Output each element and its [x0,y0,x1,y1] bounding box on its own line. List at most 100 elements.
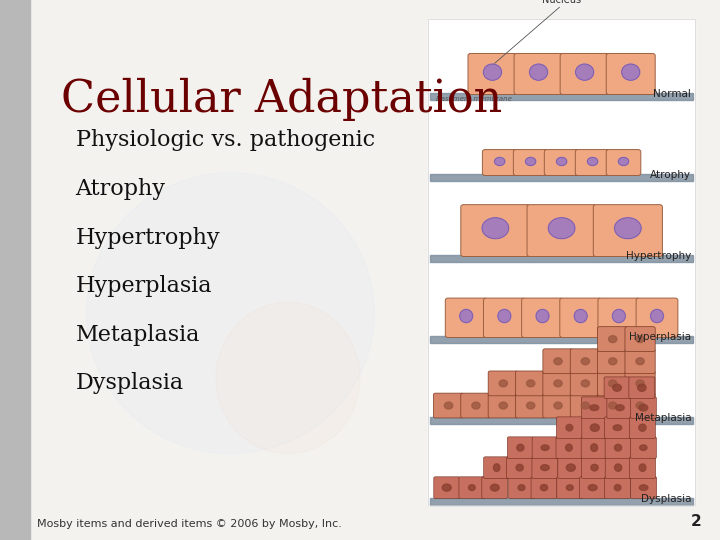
Ellipse shape [590,424,599,431]
Ellipse shape [526,380,535,387]
Ellipse shape [575,309,588,323]
FancyBboxPatch shape [631,477,657,498]
FancyBboxPatch shape [570,393,600,418]
Ellipse shape [209,200,338,319]
Ellipse shape [608,402,617,409]
Bar [430,93,693,100]
Ellipse shape [590,405,599,410]
FancyBboxPatch shape [580,477,606,498]
FancyBboxPatch shape [482,150,517,176]
Ellipse shape [588,157,598,166]
Ellipse shape [639,445,647,450]
Text: Metaplasia: Metaplasia [634,413,691,423]
Ellipse shape [490,484,499,491]
Bar [430,417,693,424]
Text: Nucleus: Nucleus [542,0,581,5]
FancyBboxPatch shape [516,371,546,396]
Ellipse shape [529,64,548,80]
FancyBboxPatch shape [459,477,485,498]
Ellipse shape [639,424,646,431]
FancyBboxPatch shape [445,298,487,338]
Text: Metaplasia: Metaplasia [76,324,200,346]
FancyBboxPatch shape [507,457,533,478]
FancyBboxPatch shape [532,457,558,478]
FancyBboxPatch shape [560,298,602,338]
Ellipse shape [94,205,367,464]
Ellipse shape [554,358,562,365]
FancyBboxPatch shape [532,437,558,458]
Text: Basement membrane: Basement membrane [436,96,511,102]
Ellipse shape [638,384,646,392]
FancyBboxPatch shape [606,150,641,176]
Ellipse shape [499,402,508,409]
FancyBboxPatch shape [461,393,491,418]
Text: Atrophy: Atrophy [76,178,166,200]
FancyBboxPatch shape [630,437,656,458]
Bar [0,0,30,540]
FancyBboxPatch shape [636,298,678,338]
Text: Hypertrophy: Hypertrophy [76,227,220,248]
Ellipse shape [442,484,451,491]
FancyBboxPatch shape [582,417,608,438]
FancyBboxPatch shape [433,393,464,418]
Ellipse shape [608,336,617,342]
Bar [428,19,695,505]
Ellipse shape [567,485,573,490]
Bar [428,19,695,505]
FancyBboxPatch shape [625,371,655,396]
Ellipse shape [526,402,535,409]
FancyBboxPatch shape [598,298,640,338]
Ellipse shape [216,302,360,454]
Ellipse shape [614,444,621,451]
Text: Atrophy: Atrophy [650,170,691,180]
FancyBboxPatch shape [606,53,655,94]
FancyBboxPatch shape [468,53,517,94]
Text: Mosby items and derived items © 2006 by Mosby, Inc.: Mosby items and derived items © 2006 by … [37,519,342,529]
FancyBboxPatch shape [598,349,628,374]
Ellipse shape [566,444,572,451]
FancyBboxPatch shape [482,477,508,498]
FancyBboxPatch shape [598,371,628,396]
FancyBboxPatch shape [598,393,628,418]
Ellipse shape [575,64,594,80]
Ellipse shape [499,380,508,387]
FancyBboxPatch shape [581,437,607,458]
Ellipse shape [615,218,641,239]
Ellipse shape [581,380,590,387]
Ellipse shape [581,358,590,365]
FancyBboxPatch shape [604,377,630,399]
Ellipse shape [621,64,640,80]
Text: Hyperplasia: Hyperplasia [629,332,691,342]
Text: Physiologic vs. pathogenic: Physiologic vs. pathogenic [76,130,374,151]
Ellipse shape [541,465,549,470]
Ellipse shape [498,309,511,323]
Ellipse shape [581,402,590,409]
Ellipse shape [608,380,617,387]
Ellipse shape [588,484,597,491]
FancyBboxPatch shape [513,150,548,176]
Bar [430,174,693,181]
Text: Normal: Normal [653,89,691,99]
Bar [430,255,693,262]
FancyBboxPatch shape [531,477,557,498]
Bar [430,336,693,343]
Ellipse shape [614,484,621,491]
Ellipse shape [526,157,536,166]
FancyBboxPatch shape [606,457,631,478]
FancyBboxPatch shape [514,53,563,94]
Ellipse shape [566,424,572,431]
Ellipse shape [518,485,525,490]
Ellipse shape [554,380,562,387]
FancyBboxPatch shape [461,205,530,256]
FancyBboxPatch shape [543,349,573,374]
FancyBboxPatch shape [575,150,610,176]
FancyBboxPatch shape [488,393,518,418]
Ellipse shape [613,425,622,430]
Ellipse shape [86,173,374,454]
FancyBboxPatch shape [484,298,526,338]
Text: Cellular Adaptation: Cellular Adaptation [61,78,503,122]
FancyBboxPatch shape [629,377,654,399]
Ellipse shape [636,336,644,342]
Ellipse shape [651,309,664,323]
Ellipse shape [636,402,644,409]
